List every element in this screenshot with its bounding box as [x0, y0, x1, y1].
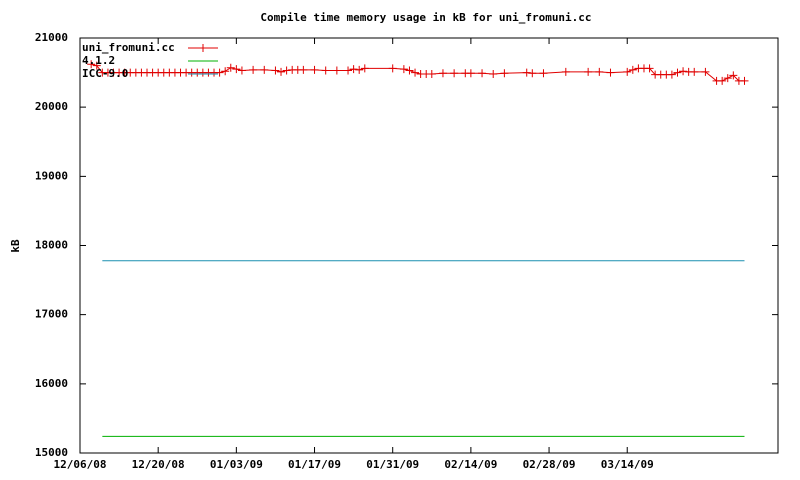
y-axis-label: kB [9, 239, 22, 253]
point-marker [215, 68, 224, 77]
point-marker [606, 68, 615, 77]
point-marker [489, 69, 498, 78]
point-marker [673, 68, 682, 77]
point-marker [360, 64, 369, 73]
x-tick-label: 12/06/08 [54, 458, 107, 471]
point-marker [399, 65, 408, 74]
point-marker [332, 66, 341, 75]
point-marker [500, 69, 509, 78]
point-marker [226, 63, 235, 72]
point-marker [561, 67, 570, 76]
point-marker [539, 69, 548, 78]
point-marker [740, 76, 749, 85]
legend-label: uni_fromuni.cc [82, 41, 175, 54]
point-marker [92, 61, 101, 70]
point-marker [405, 66, 414, 75]
point-marker [299, 65, 308, 74]
legend-label: 4.1.2 [82, 54, 115, 67]
point-marker [388, 64, 397, 73]
legend-marker [199, 44, 207, 52]
y-tick-label: 20000 [35, 100, 68, 113]
point-marker [628, 65, 637, 74]
point-marker [237, 66, 246, 75]
y-tick-label: 19000 [35, 169, 68, 182]
point-marker [478, 69, 487, 78]
point-marker [645, 64, 654, 73]
y-tick-label: 16000 [35, 377, 68, 390]
y-tick-label: 18000 [35, 239, 68, 252]
point-marker [450, 69, 459, 78]
point-marker [411, 68, 420, 77]
point-marker [729, 71, 738, 80]
point-marker [595, 67, 604, 76]
x-tick-label: 01/17/09 [288, 458, 341, 471]
point-marker [87, 60, 96, 69]
point-marker [723, 74, 732, 83]
point-marker [344, 66, 353, 75]
point-marker [355, 65, 364, 74]
point-marker [528, 69, 537, 78]
point-marker [679, 67, 688, 76]
point-marker [221, 67, 230, 76]
point-marker [349, 65, 358, 74]
x-tick-label: 02/28/09 [523, 458, 576, 471]
x-tick-label: 01/03/09 [210, 458, 263, 471]
point-marker [438, 69, 447, 78]
legend-label: ICC-9.0 [82, 67, 128, 80]
x-tick-label: 01/31/09 [366, 458, 419, 471]
point-marker [667, 70, 676, 79]
y-tick-label: 21000 [35, 31, 68, 44]
x-tick-label: 02/14/09 [444, 458, 497, 471]
y-tick-label: 17000 [35, 308, 68, 321]
point-marker [522, 68, 531, 77]
y-tick-label: 15000 [35, 446, 68, 459]
point-marker [718, 76, 727, 85]
point-marker [310, 65, 319, 74]
point-marker [584, 67, 593, 76]
point-marker [277, 67, 286, 76]
point-marker [282, 66, 291, 75]
point-marker [701, 67, 710, 76]
point-marker [271, 66, 280, 75]
point-marker [690, 67, 699, 76]
point-marker [232, 65, 241, 74]
point-marker [427, 69, 436, 78]
x-tick-label: 12/20/08 [132, 458, 185, 471]
point-marker [623, 67, 632, 76]
point-marker [249, 65, 258, 74]
point-marker [260, 65, 269, 74]
point-marker [466, 69, 475, 78]
chart-title: Compile time memory usage in kB for uni_… [260, 11, 591, 24]
point-marker [321, 66, 330, 75]
x-tick-label: 03/14/09 [601, 458, 654, 471]
